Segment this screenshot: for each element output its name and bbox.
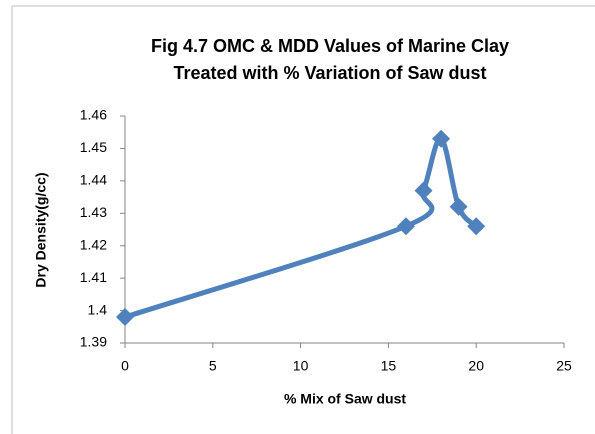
x-tick-label: 0 [121,358,129,374]
chart-frame [11,5,595,434]
y-tick-label: 1.42 [80,236,107,252]
y-tick-label: 1.43 [80,204,107,220]
x-axis-title: % Mix of Saw dust [284,391,406,407]
marker [116,308,134,327]
chart-title: Fig 4.7 OMC & MDD Values of Marine Clay [151,36,509,56]
marker [449,197,468,216]
y-tick-label: 1.45 [80,139,107,155]
y-tick-label: 1.39 [80,334,107,350]
y-axis-title: Dry Density(g/cc) [33,172,49,287]
x-tick-label: 25 [556,358,572,374]
x-tick-label: 15 [381,358,397,374]
marker [467,217,486,236]
marker [414,181,433,200]
y-tick-label: 1.41 [80,269,107,285]
y-tick-label: 1.46 [80,107,107,123]
x-tick-label: 5 [209,358,217,374]
x-tick-label: 10 [293,358,309,374]
y-tick-label: 1.44 [80,172,107,188]
y-tick-label: 1.4 [88,301,108,317]
chart-title: Treated with % Variation of Saw dust [173,63,486,83]
marker [432,129,451,148]
x-tick-label: 20 [468,358,484,374]
line [124,136,479,320]
marker [396,217,415,236]
